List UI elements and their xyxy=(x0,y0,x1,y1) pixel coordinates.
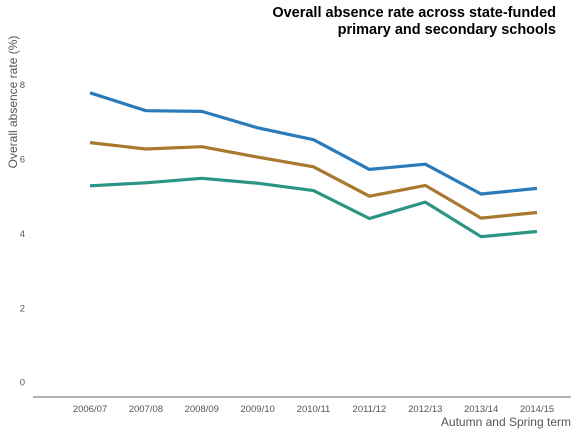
x-axis-ticks: 2006/07 2007/08 2008/09 2009/10 2010/11 2011/… xyxy=(73,404,554,415)
x-tick-label: 2010/11 xyxy=(297,404,331,415)
y-tick-label: 6 xyxy=(20,155,25,166)
chart-title-line-1: Overall absence rate across state-funded xyxy=(272,5,556,21)
y-tick-label: 4 xyxy=(20,229,25,240)
x-tick-label: 2013/14 xyxy=(464,404,498,415)
x-tick-label: 2009/10 xyxy=(240,404,274,415)
series-line-1 xyxy=(89,91,538,196)
series-line-3 xyxy=(89,176,538,239)
x-tick-label: 2007/08 xyxy=(129,404,163,415)
y-axis-label: Overall absence rate (%) xyxy=(6,36,20,169)
y-tick-label: 0 xyxy=(20,378,25,389)
y-axis-ticks: 0 2 4 6 8 xyxy=(20,80,25,389)
x-axis-label: Autumn and Spring term xyxy=(441,415,571,429)
series-lines xyxy=(89,91,538,239)
x-tick-label: 2014/15 xyxy=(520,404,554,415)
y-tick-label: 2 xyxy=(20,303,25,314)
series-line-2 xyxy=(89,141,538,220)
x-tick-label: 2006/07 xyxy=(73,404,107,415)
x-tick-label: 2008/09 xyxy=(185,404,219,415)
chart-title-line-2: primary and secondary schools xyxy=(338,22,556,38)
y-tick-label: 8 xyxy=(20,80,25,91)
x-tick-label: 2012/13 xyxy=(408,404,442,415)
x-tick-label: 2011/12 xyxy=(353,404,387,415)
